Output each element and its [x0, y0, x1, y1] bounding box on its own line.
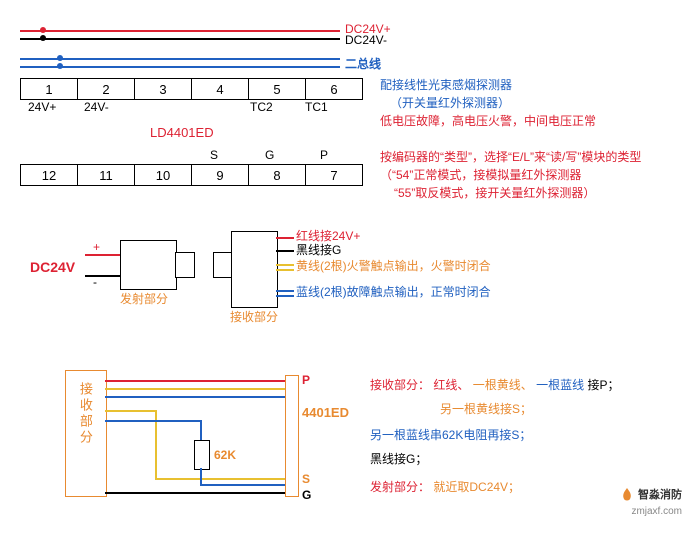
bn3: 另一根蓝线串62K电阻再接S；: [370, 428, 531, 444]
bn5-0: 发射部分：: [370, 480, 430, 494]
rx-label-black: 黑线接G: [296, 243, 341, 259]
note-b: （开关量红外探测器）: [390, 96, 510, 112]
term-top-s: S: [210, 148, 218, 164]
resistor-62k: [194, 440, 210, 470]
bn1-c: 一根蓝线: [536, 378, 584, 392]
term-cell: 3: [135, 79, 192, 100]
tx-title: 发射部分: [120, 292, 168, 308]
bn1-d: 接P；: [587, 378, 619, 392]
rail-dc24v-plus: [20, 30, 340, 32]
term-cell: 6: [306, 79, 363, 100]
bw-blue-s-h: [105, 420, 200, 422]
term-sub-5: TC2: [250, 100, 273, 116]
brand-name: 智淼消防: [638, 489, 682, 501]
tx-supply-label: DC24V: [30, 258, 75, 276]
label-dc24v-minus: DC24V-: [345, 33, 387, 49]
bn1-a: 红线、: [433, 378, 469, 392]
bw-black-h: [105, 492, 285, 494]
bn1: 接收部分： 红线、 一根黄线、 一根蓝线 接P；: [370, 378, 619, 394]
rail-dot-3: [57, 55, 63, 61]
rx-label-yellow: 黄线(2根)火警触点输出，火警时闭合: [296, 259, 491, 275]
rail-bus-2: [20, 66, 340, 68]
rx-wire-yellow-1: [276, 264, 294, 266]
rail-dot-2: [40, 35, 46, 41]
term-cell: 1: [21, 79, 78, 100]
rail-dot-1: [40, 27, 46, 33]
rx-wire-yellow-2: [276, 269, 294, 271]
term-top-p: P: [320, 148, 328, 164]
terminal-block-top: 1 2 3 4 5 6: [20, 78, 363, 100]
tx-plus: +: [93, 240, 100, 256]
term-cell: 10: [135, 165, 192, 186]
note-e: （“54”正常模式，接模拟量红外探测器: [380, 168, 581, 184]
note-d: 按编码器的“类型”，选择“E/L”来“读/写”模块的类型: [380, 150, 641, 166]
terminal-block-bottom: 12 11 10 9 8 7: [20, 164, 363, 186]
rx-body: [231, 231, 278, 308]
rx-label-blue: 蓝线(2根)故障触点输出，正常时闭合: [296, 285, 491, 301]
bw-blue-s-v: [200, 420, 202, 440]
tx-wire-plus: [85, 254, 120, 256]
bw-blue-p: [105, 396, 285, 398]
term-sub-1: 24V+: [28, 100, 56, 116]
term-cell: 5: [249, 79, 306, 100]
rx-side-label: 接收部分: [76, 382, 93, 446]
module-p: P: [302, 373, 310, 389]
term-cell: 9: [192, 165, 249, 186]
term-cell: 4: [192, 79, 249, 100]
brand-url: zmjaxf.com: [631, 505, 682, 518]
module-g: G: [302, 488, 311, 504]
tx-wire-minus: [85, 275, 120, 277]
tx-lens: [175, 252, 195, 278]
rx-wire-blue-1: [276, 290, 294, 292]
rail-bus-1: [20, 58, 340, 60]
flame-icon: [619, 487, 635, 503]
rx-wire-red: [276, 237, 294, 239]
module-box: [285, 375, 299, 497]
label-bus: 二总线: [345, 57, 381, 73]
bn2: 另一根黄线接S；: [440, 402, 532, 418]
rx-lens: [213, 252, 233, 278]
term-cell: 2: [78, 79, 135, 100]
bw-yellow-s-h2: [155, 478, 285, 480]
bn1-b: 一根黄线、: [473, 378, 533, 392]
bw-yellow-p: [105, 388, 285, 390]
term-cell: 8: [249, 165, 306, 186]
note-f: “55”取反模式，接开关量红外探测器）: [394, 186, 595, 202]
term-cell: 11: [78, 165, 135, 186]
module-s: S: [302, 472, 310, 488]
bn5-a: 就近取DC24V；: [433, 480, 520, 494]
diagram-canvas: DC24V+ DC24V- 二总线 1 2 3 4 5 6 24V+ 24V- …: [0, 0, 700, 533]
resistor-label: 62K: [214, 448, 236, 464]
bw-blue-s-v2: [200, 468, 202, 484]
tx-minus: -: [93, 275, 97, 291]
bw-yellow-s-h: [105, 410, 155, 412]
rail-dc24v-minus: [20, 38, 340, 40]
term-top-g: G: [265, 148, 274, 164]
term-cell: 7: [306, 165, 363, 186]
module-label: LD4401ED: [150, 125, 214, 142]
bn1-0: 接收部分：: [370, 378, 430, 392]
rx-wire-black: [276, 250, 294, 252]
bn5: 发射部分： 就近取DC24V；: [370, 480, 520, 496]
bw-red: [105, 380, 285, 382]
term-sub-6: TC1: [305, 100, 328, 116]
rx-title: 接收部分: [230, 310, 278, 326]
note-c: 低电压故障，高电压火警，中间电压正常: [380, 114, 596, 130]
tx-body: [120, 240, 177, 290]
term-cell: 12: [21, 165, 78, 186]
rx-wire-blue-2: [276, 295, 294, 297]
note-a: 配接线性光束感烟探测器: [380, 78, 512, 94]
term-sub-2: 24V-: [84, 100, 109, 116]
rail-dot-4: [57, 63, 63, 69]
module-chip: 4401ED: [302, 405, 349, 422]
bn4: 黑线接G；: [370, 452, 427, 468]
brand-logo: 智淼消防: [619, 486, 682, 503]
bw-blue-s-h2: [200, 484, 285, 486]
